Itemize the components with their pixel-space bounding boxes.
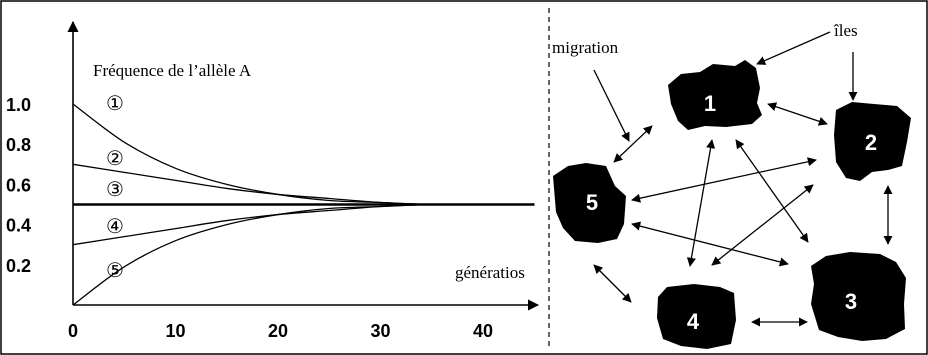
migration-arrow-1-2	[767, 102, 828, 126]
y-ticks: 0.2 0.4 0.6 0.8 1.0	[6, 95, 31, 276]
island-3	[811, 252, 906, 341]
migration-label: migration	[552, 38, 619, 57]
migration-arrow-5-2	[631, 157, 817, 203]
migration-arrow-5-4	[593, 264, 632, 303]
x-tick-label: 0	[68, 321, 78, 341]
islands-label: îles	[833, 21, 858, 40]
x-tick-label: 10	[165, 321, 185, 341]
island-4	[657, 284, 736, 349]
island-migration-diagram: 1 2 3 4 5 migration îles	[552, 21, 911, 349]
series-line-5	[72, 203, 535, 306]
y-tick-label: 0.6	[6, 175, 31, 195]
x-tick-label: 20	[268, 321, 288, 341]
y-tick-label: 1.0	[6, 95, 31, 115]
chart-title: Fréquence de l’allèle A	[93, 61, 252, 80]
x-ticks: 0 10 20 30 40	[68, 321, 493, 341]
series-label-5: ⑤	[106, 258, 124, 282]
migration-arrow-4-2	[711, 184, 814, 266]
island-1	[668, 60, 762, 130]
series-label-3: ③	[106, 177, 124, 201]
series-label-1: ①	[106, 91, 124, 115]
migration-arrow-5-1	[613, 125, 653, 163]
island-5	[553, 163, 626, 243]
series-label-2: ②	[106, 146, 124, 170]
island-3-label: 3	[845, 289, 857, 314]
x-axis-label: génératios	[455, 263, 525, 282]
series-lines	[72, 103, 535, 306]
x-tick-label: 40	[473, 321, 493, 341]
y-tick-label: 0.8	[6, 135, 31, 155]
island-2-label: 2	[865, 130, 877, 155]
island-2	[834, 102, 911, 181]
x-tick-label: 30	[370, 321, 390, 341]
series-label-4: ④	[106, 214, 124, 238]
island-1-label: 1	[704, 91, 716, 116]
island-5-label: 5	[586, 190, 598, 215]
y-tick-label: 0.4	[6, 216, 31, 236]
island-4-label: 4	[687, 309, 700, 334]
series-labels: ① ② ③ ④ ⑤	[106, 91, 124, 282]
y-tick-label: 0.2	[6, 256, 31, 276]
allele-frequency-chart: 0.2 0.4 0.6 0.8 1.0 0 10 20 30 40 ① ② ③ ④ ⑤ Fréquenc…	[6, 20, 540, 341]
islands-pointer-arrow-1	[756, 31, 831, 65]
